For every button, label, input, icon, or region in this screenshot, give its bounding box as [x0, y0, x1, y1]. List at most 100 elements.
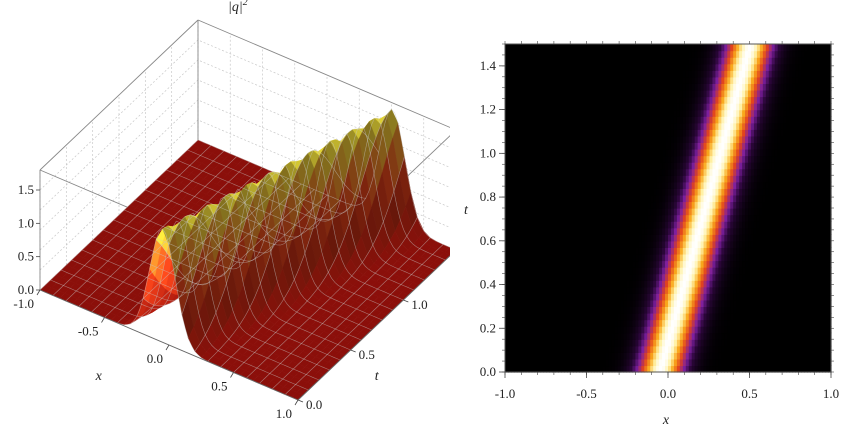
density-cell: [561, 352, 565, 360]
density-cell: [804, 155, 808, 163]
density-cell: [694, 175, 699, 183]
density-cell: [605, 293, 610, 301]
density-cell: [694, 181, 699, 189]
density-cell: [596, 286, 601, 294]
density-cell: [771, 214, 776, 222]
density-cell: [659, 352, 663, 360]
density-cell: [750, 358, 755, 367]
density-cell: [715, 181, 719, 189]
z-axis-label: |q|2: [228, 0, 248, 15]
density-cell: [750, 345, 755, 353]
density-cell: [742, 194, 746, 203]
density-cell: [656, 339, 660, 347]
density-cell: [777, 273, 782, 281]
density-cell: [516, 345, 521, 353]
density-cell: [765, 319, 770, 327]
density-cell: [724, 201, 728, 209]
density-cell: [819, 221, 823, 229]
density-cell: [647, 260, 651, 268]
density-cell: [727, 326, 731, 334]
density-cell: [807, 326, 811, 334]
density-cell: [786, 188, 791, 196]
density-cell: [765, 332, 770, 340]
density-cell: [709, 345, 714, 353]
density-cell: [730, 352, 734, 360]
density-cell: [694, 214, 699, 222]
density-cell: [715, 234, 719, 242]
density-cell: [647, 273, 651, 281]
density-cell: [659, 214, 663, 222]
density-cell: [795, 155, 799, 163]
density-cell: [789, 240, 794, 248]
density-cell: [700, 201, 705, 209]
density-cell: [620, 155, 625, 163]
density-cell: [653, 345, 657, 353]
density-cell: [688, 293, 693, 301]
density-cell: [712, 267, 717, 275]
density-cell: [795, 240, 799, 248]
density-cell: [771, 162, 776, 170]
density-cell: [676, 319, 681, 327]
density-cell: [570, 312, 574, 321]
density-cell: [730, 286, 734, 294]
density-cell: [641, 168, 645, 176]
density-cell: [682, 352, 687, 360]
density-cell: [513, 188, 518, 196]
density-cell: [780, 201, 785, 209]
density-cell: [730, 175, 734, 183]
density-cell: [528, 358, 533, 367]
density-cell: [798, 365, 802, 373]
density-cell: [635, 339, 639, 347]
density-cell: [777, 188, 782, 196]
density-cell: [549, 319, 554, 327]
density-cell: [730, 260, 734, 268]
density-cell: [765, 175, 770, 183]
density-cell: [730, 194, 734, 203]
density-cell: [724, 221, 728, 229]
density-cell: [590, 155, 595, 163]
density-cell: [697, 352, 702, 360]
density-cell: [549, 293, 554, 301]
density-cell: [602, 332, 607, 340]
density-cell: [561, 273, 565, 281]
density-cell: [582, 286, 586, 294]
density-cell: [721, 221, 725, 229]
density-cell: [537, 188, 542, 196]
density-cell: [590, 175, 595, 183]
density-cell: [525, 260, 530, 268]
density-cell: [801, 247, 805, 255]
density-cell: [614, 345, 619, 353]
density-cell: [632, 260, 636, 268]
density-cell: [579, 358, 583, 367]
density-cell: [786, 319, 791, 327]
density-cell: [552, 306, 556, 314]
density-cell: [632, 194, 636, 203]
density-cell: [605, 306, 610, 314]
density-cell: [715, 332, 719, 340]
density-cell: [804, 326, 808, 334]
density-cell: [662, 326, 666, 334]
density-cell: [599, 148, 604, 157]
density-cell: [712, 194, 717, 203]
density-cell: [620, 208, 625, 216]
density-cell: [801, 234, 805, 242]
density-cell: [614, 286, 619, 294]
density-cell: [819, 240, 823, 248]
density-cell: [801, 352, 805, 360]
density-cell: [665, 267, 669, 275]
density-cell: [620, 175, 625, 183]
density-cell: [706, 326, 711, 334]
density-cell: [665, 148, 669, 157]
density-cell: [750, 293, 755, 301]
density-cell: [762, 227, 767, 235]
density-cell: [644, 201, 648, 209]
density-cell: [632, 299, 636, 307]
density-cell: [825, 358, 829, 367]
density-cell: [629, 168, 634, 176]
density-cell: [576, 194, 580, 203]
density-cell: [629, 260, 634, 268]
density-cell: [525, 293, 530, 301]
density-cell: [522, 306, 527, 314]
density-cell: [543, 273, 548, 281]
density-cell: [611, 306, 616, 314]
